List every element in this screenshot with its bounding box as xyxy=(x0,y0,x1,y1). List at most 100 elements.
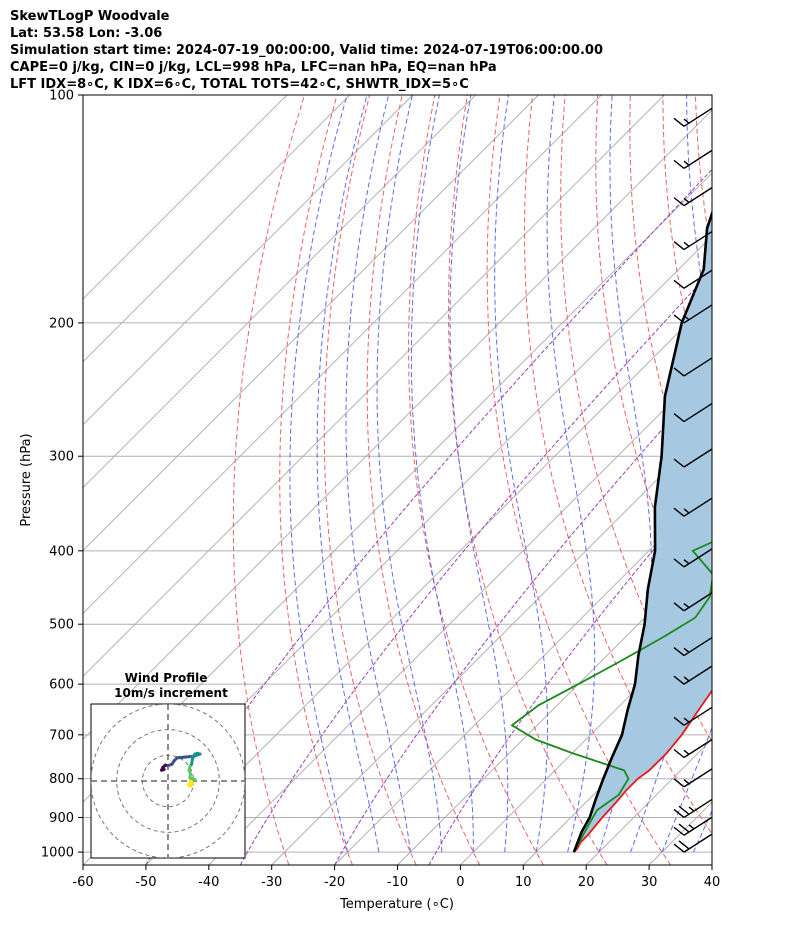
wind-barb xyxy=(673,269,713,289)
wind-barb-flag xyxy=(673,646,685,657)
wind-barb xyxy=(673,548,713,568)
x-tick-label: -40 xyxy=(198,875,219,890)
isotherm-line xyxy=(271,424,712,865)
cape-cin-shading-layer xyxy=(573,213,712,853)
wind-barb-half-flag xyxy=(683,508,690,514)
wind-barb-flag xyxy=(673,240,685,251)
x-tick-label: -60 xyxy=(72,875,93,890)
cin-shaded-area xyxy=(573,213,712,853)
wind-barb xyxy=(673,798,713,819)
figure-title: SkewTLogP Woodvale Lat: 53.58 Lon: -3.06… xyxy=(10,8,603,93)
title-line-location: Lat: 53.58 Lon: -3.06 xyxy=(10,26,163,41)
hodograph-trace xyxy=(160,751,202,788)
wind-barb-flag xyxy=(678,823,690,833)
y-tick-label: 700 xyxy=(49,728,74,743)
x-tick-label: 10 xyxy=(515,875,532,890)
moist-adiabat-line xyxy=(630,95,712,853)
dry-adiabat-line xyxy=(323,95,417,865)
isotherm-line xyxy=(334,486,712,865)
wind-barb-half-flag xyxy=(683,241,690,247)
hodograph-rings xyxy=(91,704,245,858)
wind-barb-flag xyxy=(673,367,685,377)
isotherm-line xyxy=(83,95,602,615)
parcel-profile-line xyxy=(572,209,712,853)
wind-barb-flag xyxy=(678,840,690,850)
moist-adiabat-line xyxy=(494,95,548,853)
hodograph-subtitle: 10m/s increment xyxy=(114,686,228,700)
wind-barb-half-flag xyxy=(683,197,690,203)
wind-barb xyxy=(673,497,713,517)
temperature-profile-line xyxy=(573,689,712,853)
dry-adiabat-line xyxy=(366,95,481,865)
isotherm-line xyxy=(460,612,712,865)
wind-barb-staff xyxy=(683,357,713,377)
x-tick-label: -10 xyxy=(387,875,408,890)
wind-barb-staff xyxy=(683,402,713,423)
wind-barb-flag xyxy=(673,778,685,788)
moist-adiabat-line xyxy=(289,95,348,853)
title-line-times: Simulation start time: 2024-07-19_00:00:… xyxy=(10,43,603,58)
wind-barb-staff xyxy=(683,768,713,788)
isotherm-line xyxy=(397,549,712,865)
dry-adiabat-line xyxy=(523,95,712,835)
x-tick-label: -30 xyxy=(261,875,282,890)
y-tick-label: 200 xyxy=(49,316,74,331)
moist-adiabat-line xyxy=(661,726,712,853)
wind-barb-flag xyxy=(673,413,685,423)
profile-series-layer xyxy=(510,209,712,853)
axes-layer: -60 -50 -40 -30 -20 -10 0 10 20 30 40 1000 900 800 700… xyxy=(41,89,720,891)
isotherm-line xyxy=(711,864,712,865)
title-line-indices-2: LFT IDX=8∘C, K IDX=6∘C, TOTAL TOTS=42∘C,… xyxy=(10,77,469,92)
wind-barb xyxy=(673,357,713,377)
wind-barb-half-flag xyxy=(688,806,695,812)
wind-barb-staff xyxy=(683,738,713,759)
y-tick-label: 100 xyxy=(49,89,74,104)
dry-adiabat-line xyxy=(279,95,353,865)
wind-barbs-layer xyxy=(673,107,713,853)
isotherm-line xyxy=(83,95,288,300)
wind-barb xyxy=(673,738,713,759)
title-line-station: SkewTLogP Woodvale xyxy=(10,9,170,24)
wind-barb xyxy=(673,230,713,251)
wind-barb-half-flag xyxy=(683,118,690,124)
wind-barb-flag xyxy=(673,117,685,127)
x-tick-label: 30 xyxy=(641,875,658,890)
moist-adiabat-line xyxy=(376,95,443,853)
wind-barb-staff xyxy=(683,448,713,468)
x-tick-label: -50 xyxy=(135,875,156,890)
wind-barb-half-flag xyxy=(688,824,695,830)
moist-adiabat-line xyxy=(449,95,509,853)
wind-barb xyxy=(673,448,713,468)
x-tick-label: 0 xyxy=(456,875,464,890)
hodograph-segment xyxy=(160,767,166,772)
wind-barb xyxy=(673,706,713,726)
moist-adiabat-line xyxy=(546,95,596,853)
y-tick-label: 400 xyxy=(49,544,74,559)
wind-barb-half-flag xyxy=(683,779,690,785)
wind-barb-half-flag xyxy=(683,160,690,166)
isotherm-line xyxy=(83,95,539,552)
wind-barb xyxy=(673,833,713,853)
wind-barb-half-flag xyxy=(683,676,690,682)
isotherm-line xyxy=(775,95,794,865)
wind-barb-staff xyxy=(683,269,713,289)
wind-barb-flag xyxy=(673,675,685,685)
wind-barb xyxy=(673,816,713,836)
moist-adiabat-line xyxy=(410,95,474,853)
mixing-ratio-line xyxy=(428,479,712,865)
y-tick-label: 600 xyxy=(49,678,74,693)
wind-barb-flag xyxy=(673,602,685,612)
wind-barb-flag xyxy=(673,558,685,568)
y-tick-label: 1000 xyxy=(41,846,74,861)
x-tick-label: 20 xyxy=(578,875,595,890)
title-line-indices-1: CAPE=0 j/kg, CIN=0 j/kg, LCL=998 hPa, LF… xyxy=(10,60,497,75)
wind-barb-flag xyxy=(673,159,685,169)
moist-adiabat-line xyxy=(725,95,794,852)
wind-barb-half-flag xyxy=(683,717,690,723)
x-axis-label: Temperature (∘C) xyxy=(339,897,454,912)
y-tick-label: 800 xyxy=(49,772,74,787)
wind-barb xyxy=(673,665,713,685)
wind-barb-half-flag xyxy=(683,603,690,609)
wind-barb-flag xyxy=(673,826,685,836)
